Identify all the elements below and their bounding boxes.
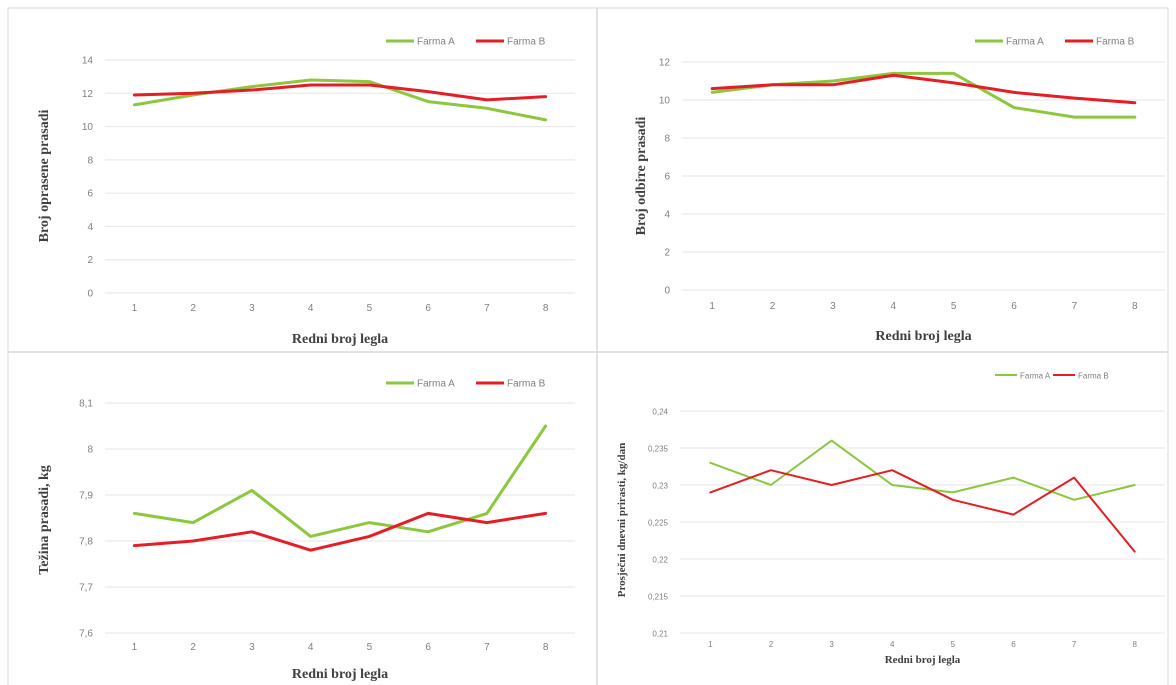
y-tick-label: 0,21	[652, 630, 668, 639]
x-tick-label: 3	[249, 642, 255, 653]
x-tick-label: 4	[891, 301, 897, 312]
y-axis-title: Broj oprasene prasadi	[37, 110, 52, 243]
series-line-farma-a	[132, 424, 548, 538]
x-tick-label: 8	[543, 303, 549, 314]
x-axis-title: Redni broj legla	[292, 667, 388, 682]
x-tick-label: 3	[249, 303, 255, 314]
x-tick-label: 8	[1132, 301, 1138, 312]
x-tick-label: 2	[190, 642, 196, 653]
x-tick-label: 1	[708, 640, 713, 649]
y-tick-label: 7,8	[79, 537, 93, 548]
x-tick-label: 1	[709, 301, 715, 312]
y-tick-label: 8,1	[79, 399, 93, 410]
x-tick-label: 8	[543, 642, 549, 653]
x-tick-label: 6	[425, 303, 431, 314]
y-axis-title: Broj odbiте prasadi	[634, 117, 649, 236]
y-tick-label: 0,23	[652, 482, 668, 491]
x-tick-label: 6	[1011, 301, 1017, 312]
y-tick-label: 7,7	[79, 583, 93, 594]
x-tick-label: 7	[484, 303, 490, 314]
y-tick-label: 0,235	[648, 445, 669, 454]
x-tick-label: 6	[1011, 640, 1016, 649]
chart-piglet-weight: 7,6 7,7 7,8 7,9 8 8,1 1 2 3 4 5 6 7 8 Farma A Farma B Re…	[37, 379, 575, 682]
y-axis-title: Prosječni dnevni prirasti, kg/dan	[616, 443, 628, 597]
x-tick-label: 2	[190, 303, 196, 314]
x-tick-label: 4	[308, 303, 314, 314]
y-tick-label: 4	[87, 222, 93, 233]
y-tick-label: 2	[664, 248, 670, 259]
x-tick-label: 6	[425, 642, 431, 653]
y-tick-label: 0	[87, 289, 93, 300]
y-tick-label: 0,24	[652, 408, 668, 417]
x-axis-title: Redni broj legla	[292, 332, 388, 347]
y-axis-title: Težina prasadi, kg	[37, 465, 52, 575]
y-tick-label: 4	[664, 210, 670, 221]
x-tick-label: 5	[951, 640, 956, 649]
x-tick-label: 1	[132, 642, 138, 653]
x-axis-title: Redni broj legla	[885, 654, 961, 666]
x-tick-label: 7	[1072, 301, 1078, 312]
y-tick-label: 14	[82, 56, 94, 67]
x-tick-label: 5	[367, 303, 373, 314]
legend-label: Farma B	[507, 37, 546, 48]
legend-label: Farma A	[1006, 37, 1044, 48]
x-axis-title: Redni broj legla	[875, 329, 971, 344]
y-tick-label: 7,9	[79, 491, 93, 502]
x-tick-label: 4	[890, 640, 895, 649]
legend-label: Farma B	[1078, 372, 1109, 381]
y-tick-label: 12	[659, 58, 671, 69]
legend-label: Farma A	[417, 37, 455, 48]
y-tick-label: 12	[82, 89, 94, 100]
y-tick-label: 0,22	[652, 556, 668, 565]
legend-label: Farma B	[507, 379, 546, 390]
series-line-farma-b	[132, 83, 548, 102]
y-tick-label: 2	[87, 255, 93, 266]
chart-daily-gain: 0,21 0,215 0,22 0,225 0,23 0,235 0,24 1 2 3 4 5 6 7 8 F…	[616, 372, 1165, 666]
y-tick-label: 10	[82, 122, 94, 133]
x-tick-label: 7	[1072, 640, 1077, 649]
y-tick-label: 10	[659, 96, 671, 107]
x-tick-label: 4	[308, 642, 314, 653]
y-tick-label: 0,215	[648, 593, 669, 602]
y-tick-label: 6	[664, 172, 670, 183]
series-line-farma-b	[709, 469, 1136, 553]
legend-label: Farma A	[1020, 372, 1051, 381]
series-line-farma-b	[710, 73, 1137, 105]
grid-border	[7, 7, 1169, 685]
y-tick-label: 8	[664, 134, 670, 145]
legend-label: Farma A	[417, 379, 455, 390]
x-tick-label: 3	[829, 640, 834, 649]
y-tick-label: 6	[87, 189, 93, 200]
series-line-farma-a	[709, 439, 1136, 501]
x-tick-label: 3	[830, 301, 836, 312]
y-tick-label: 8	[87, 155, 93, 166]
x-tick-label: 7	[484, 642, 490, 653]
x-tick-label: 2	[769, 640, 774, 649]
series-line-farma-b	[132, 511, 548, 552]
y-tick-label: 0,225	[648, 519, 669, 528]
legend-label: Farma B	[1096, 37, 1135, 48]
y-tick-label: 7,6	[79, 629, 93, 640]
x-tick-label: 5	[367, 642, 373, 653]
x-tick-label: 2	[770, 301, 776, 312]
x-tick-label: 1	[132, 303, 138, 314]
x-tick-label: 8	[1132, 640, 1137, 649]
x-tick-label: 5	[951, 301, 957, 312]
y-tick-label: 8	[87, 445, 93, 456]
y-tick-label: 0	[664, 286, 670, 297]
